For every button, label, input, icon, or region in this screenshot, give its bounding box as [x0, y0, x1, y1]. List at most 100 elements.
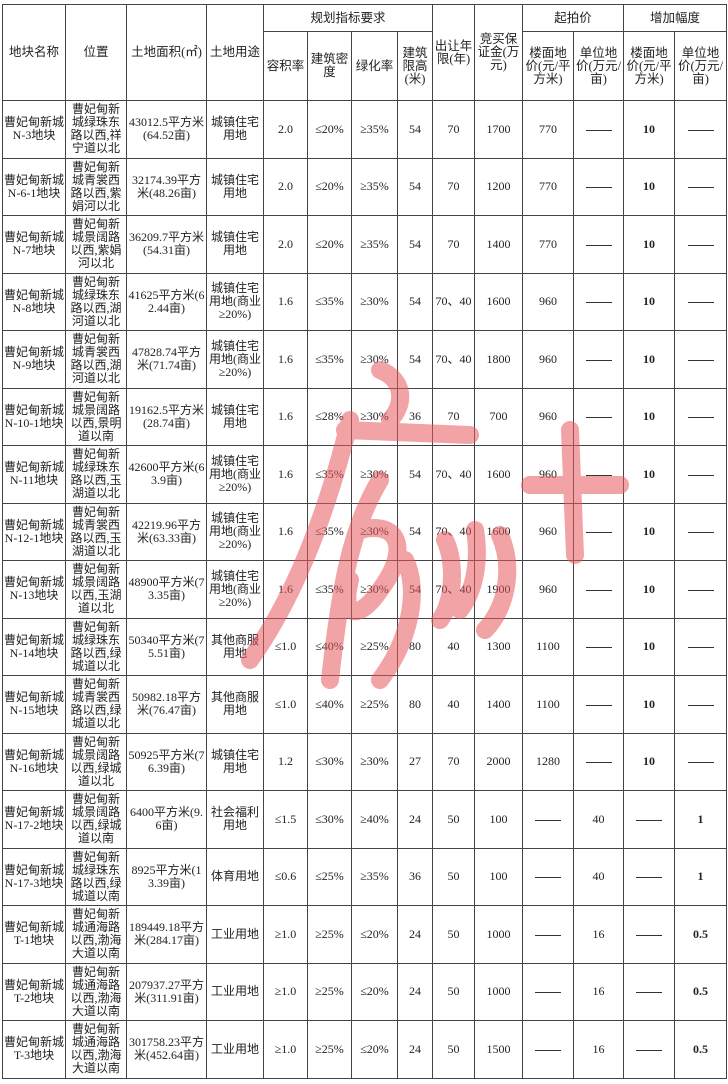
cell-density: ≤35%	[307, 272, 352, 331]
land-auction-table: 地块名称 位置 土地面积(㎡) 土地用途 规划指标要求 出让年限(年) 竞买保证…	[2, 4, 728, 1079]
cell-deposit: 1600	[474, 445, 524, 504]
cell-height: 80	[396, 675, 434, 734]
cell-location: 曹妃甸新城青裳西路以西,湖河道以北	[65, 330, 127, 389]
cell-floor-price: 1280	[522, 732, 575, 791]
cell-density: ≥25%	[307, 1020, 352, 1079]
dash-mark	[585, 302, 612, 303]
cell-location: 曹妃甸新城绿珠东路以西,玉湖道以北	[65, 445, 127, 504]
cell-floor-price	[522, 847, 575, 906]
header-height: 建筑限高(米)	[396, 31, 434, 101]
cell-green: ≥35%	[351, 100, 398, 159]
cell-inc-unit: 1	[674, 847, 728, 906]
table-row: 曹妃甸新城N-11地块 曹妃甸新城绿珠东路以西,玉湖道以北 42600平方米(63.…	[2, 445, 728, 504]
cell-height: 27	[396, 732, 434, 791]
dash-mark	[636, 877, 663, 878]
cell-use: 工业用地	[206, 905, 264, 964]
cell-height: 36	[396, 847, 434, 906]
cell-name: 曹妃甸新城N-17-3地块	[2, 847, 66, 906]
cell-far: 2.0	[263, 215, 308, 274]
cell-height: 54	[396, 502, 434, 561]
cell-inc-unit	[674, 502, 728, 561]
cell-height: 54	[396, 330, 434, 389]
dash-mark	[687, 647, 714, 648]
cell-unit-price: 40	[573, 790, 625, 849]
cell-density: ≤25%	[307, 847, 352, 906]
cell-years: 70、40	[432, 502, 476, 561]
cell-green: ≥30%	[351, 732, 398, 791]
cell-years: 70、40	[432, 445, 476, 504]
cell-density: ≤20%	[307, 215, 352, 274]
cell-location: 曹妃甸新城景阔路以西,绿城道以北	[65, 732, 127, 791]
cell-height: 24	[396, 790, 434, 849]
cell-inc-floor: 10	[623, 330, 676, 389]
dash-mark	[687, 302, 714, 303]
table-row: 曹妃甸新城N-3地块 曹妃甸新城绿珠东路以西,祥宁道以北 43012.5平方米(64…	[2, 100, 728, 159]
cell-floor-price	[522, 962, 575, 1021]
cell-use: 工业用地	[206, 1020, 264, 1079]
cell-floor-price	[522, 790, 575, 849]
cell-deposit: 1600	[474, 272, 524, 331]
cell-location: 曹妃甸新城景阔路以西,景明道以南	[65, 387, 127, 446]
cell-density: ≤28%	[307, 387, 352, 446]
dash-mark	[687, 474, 714, 476]
cell-name: 曹妃甸新城N-6-1地块	[2, 157, 66, 216]
cell-deposit: 1400	[474, 215, 524, 274]
cell-far: ≤1.5	[263, 790, 308, 849]
cell-unit-price: 16	[573, 1020, 625, 1079]
cell-deposit: 100	[474, 790, 524, 849]
table-row: 曹妃甸新城N-17-3地块 曹妃甸新城绿珠东路以西,绿城道以南 8925平方米(13…	[2, 847, 728, 906]
cell-unit-price	[573, 675, 625, 734]
cell-green: ≥30%	[351, 445, 398, 504]
dash-mark	[535, 877, 562, 878]
header-use: 土地用途	[206, 4, 264, 101]
cell-floor-price: 1100	[522, 617, 575, 676]
cell-inc-unit	[674, 272, 728, 331]
cell-inc-floor: 10	[623, 675, 676, 734]
cell-far: 2.0	[263, 157, 308, 216]
cell-years: 50	[432, 1020, 476, 1079]
cell-far: ≤1.0	[263, 617, 308, 676]
cell-deposit: 1400	[474, 675, 524, 734]
cell-height: 54	[396, 445, 434, 504]
table-row: 曹妃甸新城N-13地块 曹妃甸新城景阔路以西,玉湖道以北 48900平方米(73.3…	[2, 560, 728, 619]
cell-inc-floor: 10	[623, 732, 676, 791]
cell-deposit: 1500	[474, 1020, 524, 1079]
cell-area: 32174.39平方米(48.26亩)	[126, 157, 207, 216]
cell-area: 19162.5平方米(28.74亩)	[126, 387, 207, 446]
cell-location: 曹妃甸新城景阔路以西,绿城道以南	[65, 790, 127, 849]
cell-use: 城镇住宅用地(商业≥20%)	[206, 560, 264, 619]
dash-mark	[687, 129, 714, 131]
cell-inc-floor: 10	[623, 387, 676, 446]
cell-inc-floor	[623, 790, 676, 849]
cell-name: 曹妃甸新城N-14地块	[2, 617, 66, 676]
cell-inc-unit	[674, 675, 728, 734]
cell-far: 2.0	[263, 100, 308, 159]
dash-mark	[687, 187, 714, 188]
table-row: 曹妃甸新城N-14地块 曹妃甸新城绿珠东路以西,绿城道以北 50340平方米(75.…	[2, 617, 728, 676]
cell-unit-price	[573, 272, 625, 331]
cell-density: ≤35%	[307, 445, 352, 504]
cell-use: 城镇住宅用地	[206, 215, 264, 274]
cell-inc-floor: 10	[623, 215, 676, 274]
cell-location: 曹妃甸新城通海路以西,渤海大道以南	[65, 1020, 127, 1079]
cell-area: 42600平方米(63.9亩)	[126, 445, 207, 504]
cell-floor-price: 960	[522, 560, 575, 619]
cell-use: 其他商服用地	[206, 617, 264, 676]
cell-location: 曹妃甸新城青裳西路以西,绿城道以北	[65, 675, 127, 734]
cell-height: 54	[396, 272, 434, 331]
cell-years: 50	[432, 847, 476, 906]
dash-mark	[636, 992, 663, 993]
cell-height: 80	[396, 617, 434, 676]
cell-location: 曹妃甸新城绿珠东路以西,祥宁道以北	[65, 100, 127, 159]
cell-density: ≤20%	[307, 100, 352, 159]
cell-green: ≥30%	[351, 387, 398, 446]
table-row: 曹妃甸新城N-8地块 曹妃甸新城绿珠东路以西,湖河道以北 41625平方米(62.4…	[2, 272, 728, 331]
cell-height: 36	[396, 387, 434, 446]
header-inc-floor: 楼面地价(元/平方米)	[623, 31, 676, 101]
cell-location: 曹妃甸新城绿珠东路以西,绿城道以北	[65, 617, 127, 676]
dash-mark	[636, 934, 663, 936]
cell-area: 50925平方米(76.39亩)	[126, 732, 207, 791]
cell-inc-floor: 10	[623, 445, 676, 504]
cell-floor-price: 960	[522, 445, 575, 504]
cell-use: 城镇住宅用地	[206, 157, 264, 216]
